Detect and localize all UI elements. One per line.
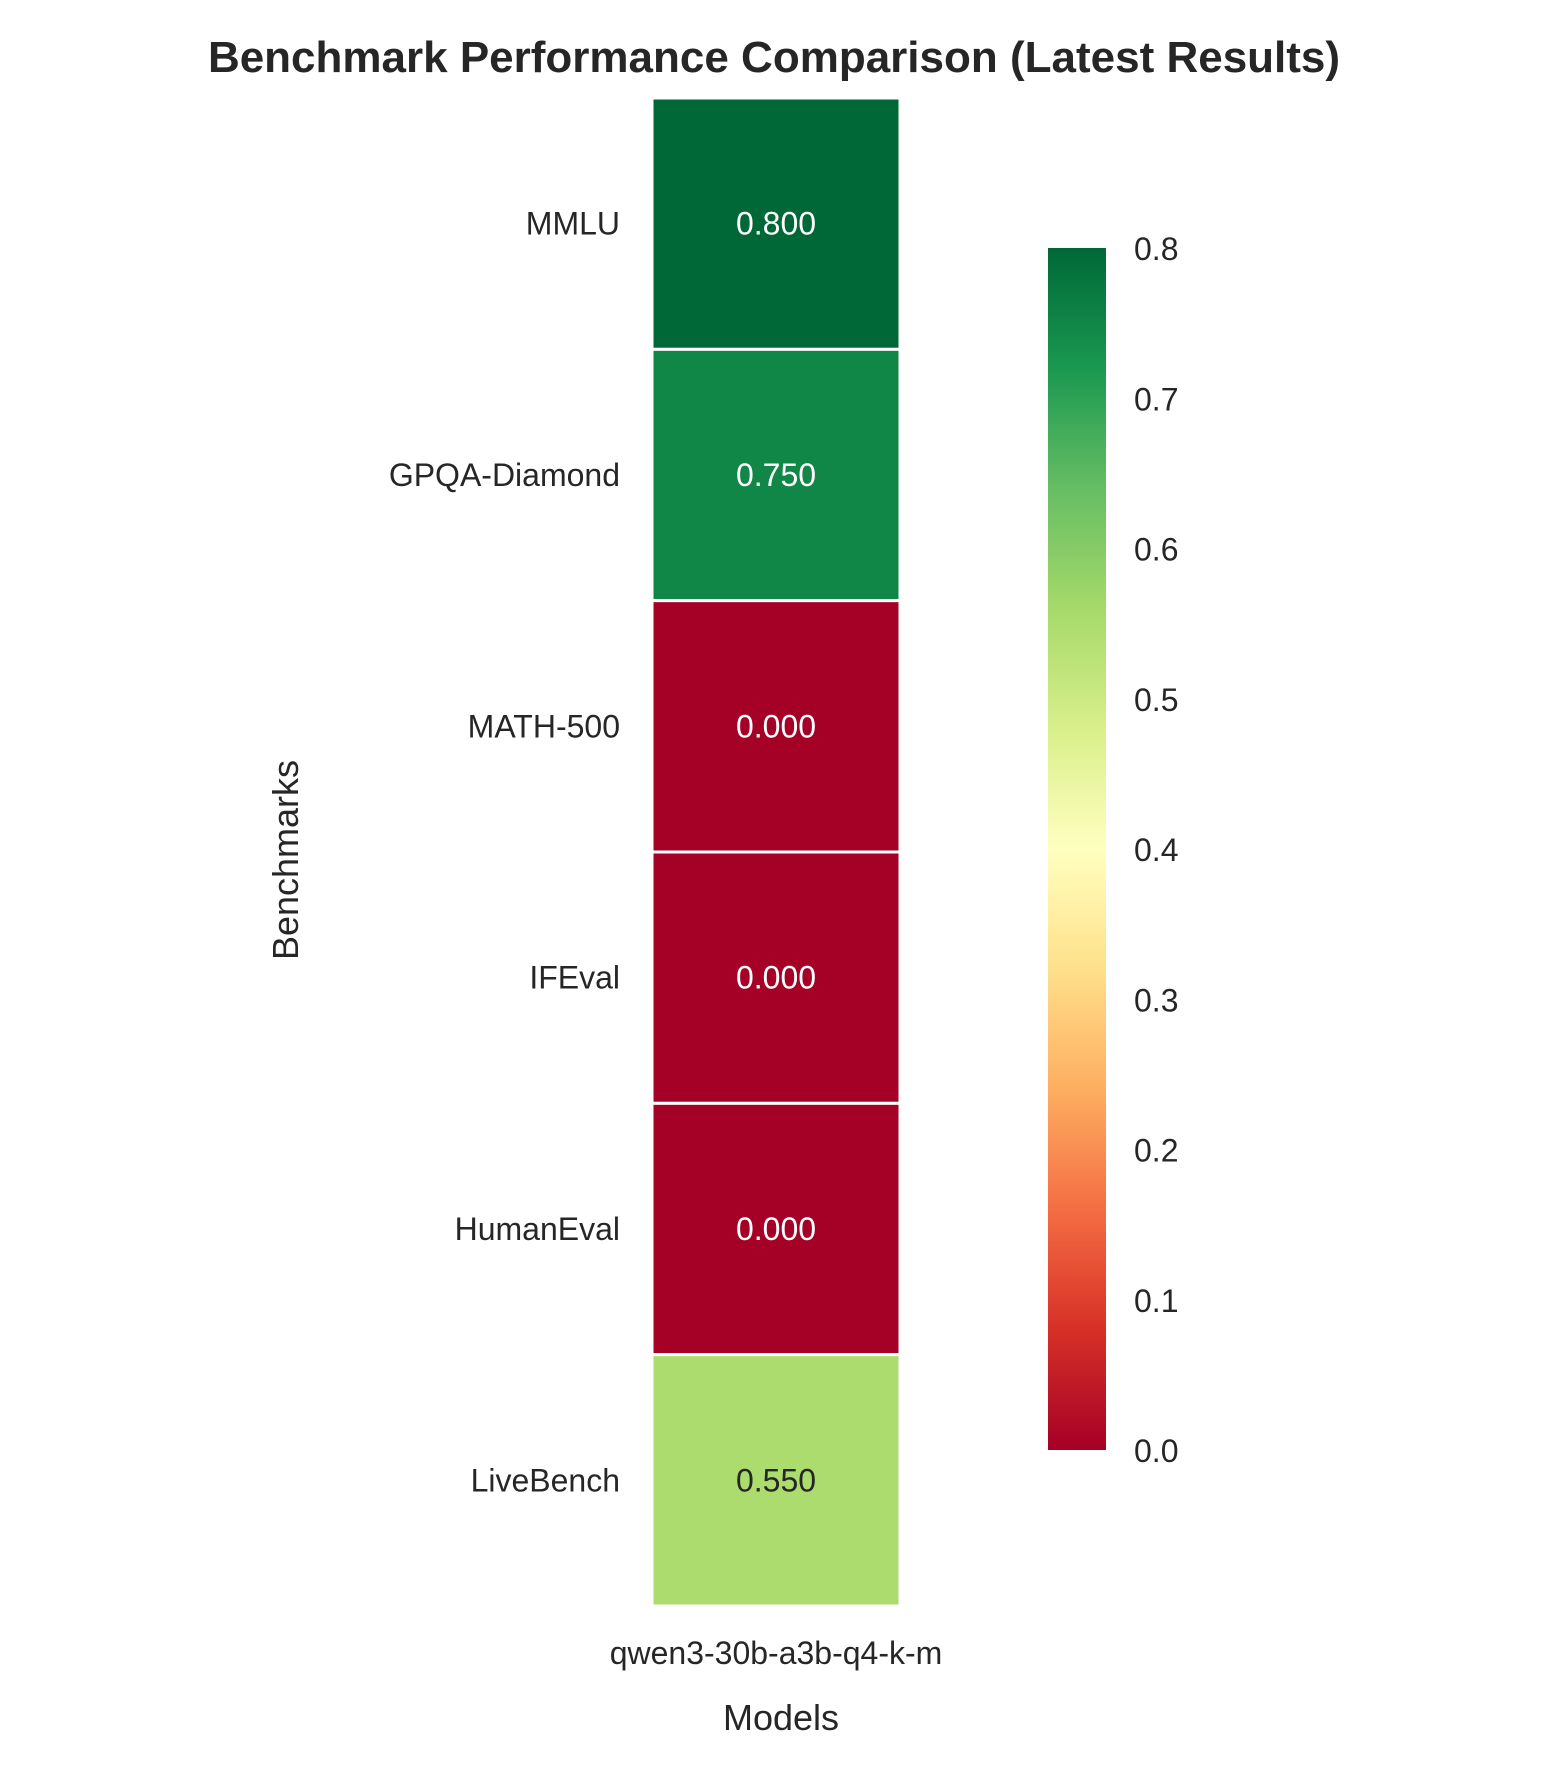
chart-title: Benchmark Performance Comparison (Latest… [208,33,1340,82]
row-tick-label: MATH-500 [468,708,620,744]
colorbar-tick-label: 0.8 [1134,231,1178,267]
colorbar-tick-label: 0.2 [1134,1133,1178,1169]
heatmap-cell [650,599,902,854]
y-axis-label: Benchmarks [265,760,306,960]
colorbar-tick-label: 0.0 [1134,1433,1178,1469]
row-tick-label: IFEval [529,960,620,996]
colorbar-tick-label: 0.6 [1134,532,1178,568]
row-tick-label: MMLU [526,206,620,242]
heatmap-cell [650,850,902,1105]
x-axis-label: Models [723,1697,839,1738]
colorbar-tick-label: 0.4 [1134,832,1178,868]
colorbar-tick-label: 0.1 [1134,1283,1178,1319]
heatmap-cell [650,1353,902,1608]
heatmap-cells: 0.800 0.750 0.000 0.000 0.000 0.550 [650,96,902,1608]
colorbar-tick-label: 0.3 [1134,982,1178,1018]
cell-value-label: 0.550 [736,1462,816,1498]
row-tick-label: GPQA-Diamond [389,457,620,493]
cell-value-label: 0.000 [736,1211,816,1247]
heatmap-cell [650,1101,902,1357]
row-tick-label: LiveBench [471,1462,620,1498]
colorbar-tick-label: 0.7 [1134,381,1178,417]
colorbar-tick-label: 0.5 [1134,682,1178,718]
cell-value-label: 0.000 [736,960,816,996]
cell-value-label: 0.750 [736,457,816,493]
colorbar-gradient [1048,248,1106,1450]
cell-value-label: 0.000 [736,708,816,744]
row-tick-label: HumanEval [455,1211,620,1247]
cell-value-label: 0.800 [736,206,816,242]
heatmap-cell [650,96,902,351]
row-tick-labels: MMLU GPQA-Diamond MATH-500 IFEval HumanEval L… [389,206,620,1499]
column-tick-labels: qwen3-30b-a3b-q4-k-m [610,1635,943,1671]
heatmap-cell [650,347,902,603]
colorbar: 0.0 0.1 0.2 0.3 0.4 0.5 0.6 0.7 0.8 [1048,231,1178,1469]
column-tick-label: qwen3-30b-a3b-q4-k-m [610,1635,943,1671]
